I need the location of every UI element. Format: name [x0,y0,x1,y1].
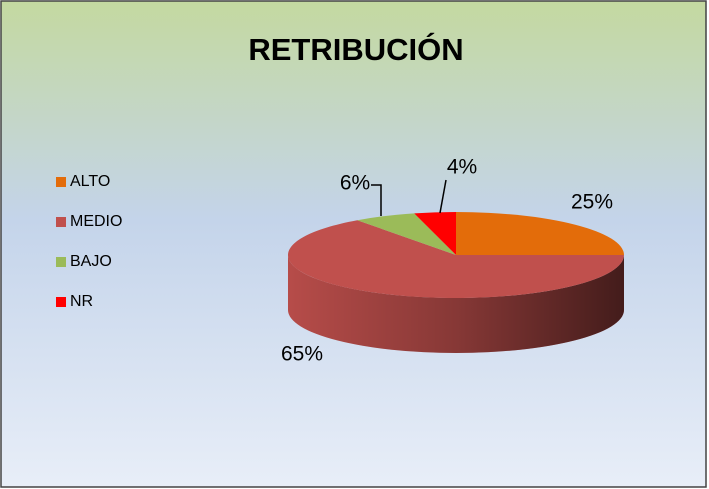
slice-side-shade [288,255,624,353]
legend-swatch [56,177,66,187]
data-label: 4% [447,156,477,179]
data-label: 6% [340,172,370,195]
legend-label: ALTO [70,173,110,190]
legend-swatch [56,217,66,227]
leader-line [439,179,447,214]
slice [456,212,624,255]
legend-label: BAJO [70,253,112,270]
slice [414,212,456,255]
data-label: 65% [281,343,323,366]
leader-line [371,184,382,216]
slice [357,213,456,255]
data-label: 25% [571,191,613,214]
legend-swatch [56,297,66,307]
chart-title: RETRIBUCIÓN [248,31,463,67]
legend-swatch [56,257,66,267]
legend-label: MEDIO [70,213,122,230]
legend-label: NR [70,293,93,310]
slice [288,220,624,298]
